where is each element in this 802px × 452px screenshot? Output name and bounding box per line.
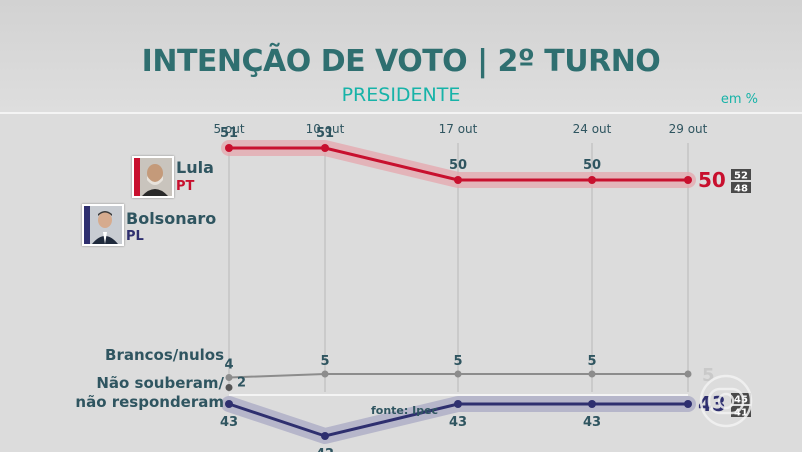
lula-final-value: 50 xyxy=(698,168,726,192)
brancos-value-label-0: 4 xyxy=(224,358,233,373)
header-background xyxy=(0,0,802,113)
nao-souberam-label: Não souberam/ não responderam xyxy=(75,374,224,412)
lula-point-4 xyxy=(684,176,692,184)
nao-souberam-label-line2: não responderam xyxy=(75,393,224,411)
brancos-label: Brancos/nulos xyxy=(105,346,224,364)
lula-point-3 xyxy=(588,176,596,184)
brancos-point-4 xyxy=(684,370,692,378)
bolsonaro-ci-lower: 41 xyxy=(734,408,748,419)
x-tick-label-0: 5 out xyxy=(213,122,244,136)
lula-ci-lower-box xyxy=(731,182,751,193)
bolsonaro-ci-upper: 45 xyxy=(734,395,748,406)
bolsonaro-portrait-icon xyxy=(84,206,122,244)
brancos-value-label-3: 5 xyxy=(587,354,596,369)
lula-ci-upper: 52 xyxy=(734,171,748,182)
x-tick-label-3: 24 out xyxy=(573,122,612,136)
bolsonaro-point-2 xyxy=(454,400,462,408)
lula-value-label-0: 51 xyxy=(220,126,238,141)
brancos-point-0 xyxy=(225,374,233,381)
lula-ci-upper-box xyxy=(731,169,751,180)
header-divider xyxy=(0,112,802,114)
x-tick-label-1: 10 out xyxy=(306,122,345,136)
unit-label: em % xyxy=(720,92,758,107)
nao-souberam-value-label-0: 2 xyxy=(237,376,246,391)
chart-title: INTENÇÃO DE VOTO | 2º TURNO xyxy=(141,44,661,79)
lula-point-1 xyxy=(321,144,329,152)
x-tick-label-2: 17 out xyxy=(439,122,478,136)
bolsonaro-value-label-2: 43 xyxy=(449,415,467,430)
brancos-point-1 xyxy=(321,370,329,378)
bolsonaro-point-4 xyxy=(684,400,692,408)
bolsonaro-value-label-0: 43 xyxy=(220,415,238,430)
nao-souberam-label-line1: Não souberam/ xyxy=(96,374,224,392)
brancos-value-label-2: 5 xyxy=(453,354,462,369)
lula-value-label-1: 51 xyxy=(316,126,334,141)
bolsonaro-value-label-1: 42 xyxy=(316,447,334,452)
bolsonaro-point-0 xyxy=(225,400,233,408)
source-note: fonte: Ipec xyxy=(371,404,439,417)
lula-party: PT xyxy=(176,179,195,194)
lula-value-label-2: 50 xyxy=(449,158,467,173)
x-tick-label-4: 29 out xyxy=(669,122,708,136)
brancos-value-label-1: 5 xyxy=(320,354,329,369)
bolsonaro-point-1 xyxy=(321,432,329,440)
brancos-point-3 xyxy=(588,370,596,378)
brancos-point-2 xyxy=(454,370,462,378)
globo-logo-icon xyxy=(699,374,753,428)
lula-portrait-icon xyxy=(134,158,172,196)
bolsonaro-value-label-3: 43 xyxy=(583,415,601,430)
nao-souberam-point-0 xyxy=(225,384,233,391)
bolsonaro-name: Bolsonaro xyxy=(126,209,217,228)
lula-name: Lula xyxy=(176,158,214,177)
lula-point-0 xyxy=(225,144,233,152)
bolsonaro-ci-lower-box xyxy=(731,406,751,417)
lula-photo xyxy=(132,156,174,198)
bolsonaro-point-3 xyxy=(588,400,596,408)
bolsonaro-party: PL xyxy=(126,229,144,244)
bolsonaro-ci-upper-box xyxy=(731,393,751,404)
chart-subtitle: PRESIDENTE xyxy=(341,84,461,106)
lula-ci-lower: 48 xyxy=(734,184,748,195)
lula-point-2 xyxy=(454,176,462,184)
bolsonaro-photo xyxy=(82,204,124,246)
lula-value-label-3: 50 xyxy=(583,158,601,173)
